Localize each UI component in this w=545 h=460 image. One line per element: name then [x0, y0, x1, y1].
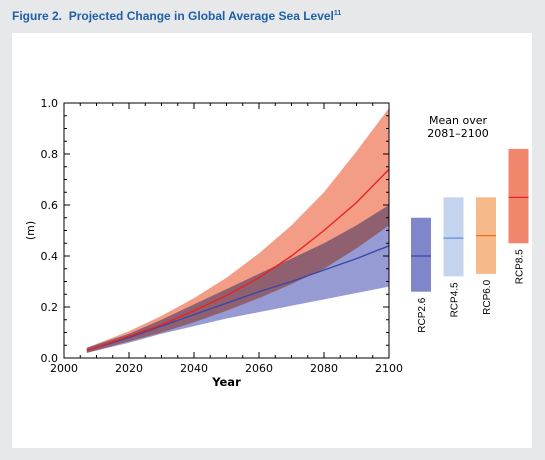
x-axis-title: Year: [211, 375, 241, 389]
scenario-label-rcp4-5: RCP4.5: [450, 282, 461, 317]
mean-range-bar-rcp2-6: [411, 217, 431, 292]
mean-line-rcp8-5: [86, 168, 390, 352]
tick-labels: 2000 2020 2040 2060 2080 2100 0.0 0.2 0.4 0.6 0.8 1…: [41, 97, 404, 375]
mean-over-title: Mean over: [429, 114, 487, 127]
scenario-label-rcp2-6: RCP2.6: [417, 297, 428, 332]
mean-range-bar-rcp4-5: [443, 197, 464, 277]
y-tick-label: 0.0: [41, 352, 59, 365]
figure-title: Figure 2. Projected Change in Global Ave…: [12, 9, 341, 23]
y-tick-label: 0.6: [41, 199, 59, 212]
x-tick-label: 2100: [375, 362, 403, 375]
x-tick-label: 2020: [115, 362, 143, 375]
mean-lines: [86, 168, 390, 352]
y-tick-label: 0.2: [41, 301, 59, 314]
figure-title-text: Projected Change in Global Average Sea L…: [68, 9, 334, 23]
scenario-label-rcp6-0: RCP6.0: [482, 279, 493, 314]
figure-label: Figure 2.: [12, 9, 63, 23]
scenario-label-rcp8-5: RCP8.5: [515, 249, 526, 284]
footnote-ref: 11: [333, 10, 342, 17]
mean-range-bar-rcp8-5: [508, 148, 529, 244]
mean-over-period: 2081–2100: [427, 127, 489, 140]
band-rcp8-5: [86, 108, 390, 353]
ticks: [63, 102, 390, 359]
y-axis-title: (m): [24, 221, 37, 240]
x-tick-label: 2000: [50, 362, 78, 375]
sea-level-chart: 2000 2020 2040 2060 2080 2100 0.0 0.2 0.4 0.6 0.8 1…: [24, 97, 529, 389]
y-tick-label: 0.8: [41, 148, 59, 161]
x-tick-label: 2080: [310, 362, 338, 375]
mean-line-rcp2-6: [86, 245, 390, 352]
y-tick-label: 1.0: [41, 97, 59, 110]
chart-panel: 2000 2020 2040 2060 2080 2100 0.0 0.2 0.4 0.6 0.8 1…: [12, 33, 532, 448]
x-tick-label: 2040: [180, 362, 208, 375]
y-tick-label: 0.4: [41, 250, 59, 263]
x-tick-label: 2060: [245, 362, 273, 375]
mean-over-bars: RCP2.6 RCP4.5 RCP6.0 RCP8.5: [411, 148, 529, 333]
uncertainty-bands: [86, 108, 390, 353]
